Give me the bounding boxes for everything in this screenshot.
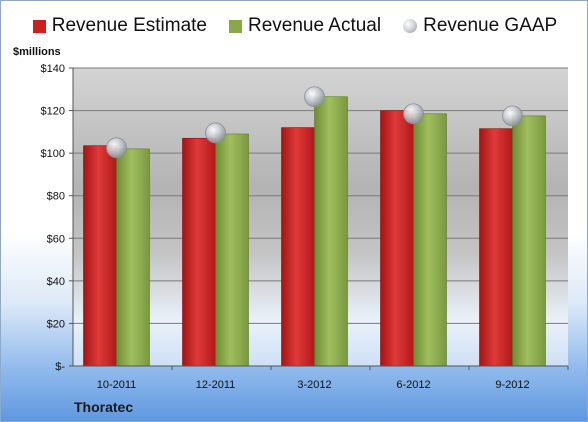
- legend-label-gaap: Revenue GAAP: [423, 15, 558, 36]
- legend: Revenue Estimate Revenue Actual Revenue …: [1, 15, 587, 37]
- bar-revenue-estimate: [380, 110, 414, 367]
- marker-revenue-gaap: [403, 103, 424, 125]
- x-tick-label: 10-2011: [97, 379, 137, 391]
- x-tick-label: 9-2012: [495, 379, 529, 391]
- x-tick-label: 12-2011: [196, 379, 236, 391]
- marker-revenue-gaap: [205, 122, 226, 144]
- legend-swatch-estimate: [32, 19, 46, 33]
- y-tick-label: $60: [47, 233, 65, 245]
- bar-revenue-actual: [314, 96, 348, 367]
- y-axis-unit-label: $millions: [13, 46, 61, 58]
- marker-revenue-gaap: [502, 105, 523, 127]
- legend-swatch-gaap: [403, 19, 418, 33]
- bar-revenue-estimate: [182, 137, 216, 367]
- bar-revenue-estimate: [281, 127, 315, 367]
- y-tick-label: $20: [47, 318, 65, 330]
- y-tick-label: $100: [41, 148, 65, 160]
- legend-label-actual: Revenue Actual: [248, 15, 382, 36]
- bar-revenue-actual: [413, 113, 447, 367]
- bar-revenue-actual: [116, 148, 150, 367]
- company-name: Thoratec: [74, 399, 134, 415]
- y-tick-label: $140: [41, 63, 65, 75]
- bar-revenue-estimate: [83, 145, 117, 367]
- x-tick-label: 6-2012: [396, 379, 430, 391]
- x-tick-label: 3-2012: [297, 379, 331, 391]
- bar-revenue-actual: [512, 115, 546, 367]
- y-tick-label: $40: [47, 276, 65, 288]
- legend-item-gaap: Revenue GAAP: [403, 15, 557, 37]
- legend-item-estimate: Revenue Estimate: [32, 15, 207, 37]
- legend-item-actual: Revenue Actual: [229, 15, 381, 37]
- y-tick-label: $-: [55, 361, 65, 373]
- legend-swatch-actual: [229, 19, 242, 33]
- legend-label-estimate: Revenue Estimate: [51, 15, 207, 36]
- bar-revenue-actual: [215, 133, 249, 367]
- y-tick-label: $80: [47, 191, 65, 203]
- marker-revenue-gaap: [106, 137, 127, 159]
- marker-revenue-gaap: [304, 86, 325, 108]
- bar-revenue-estimate: [479, 128, 513, 367]
- y-tick-label: $120: [41, 106, 65, 118]
